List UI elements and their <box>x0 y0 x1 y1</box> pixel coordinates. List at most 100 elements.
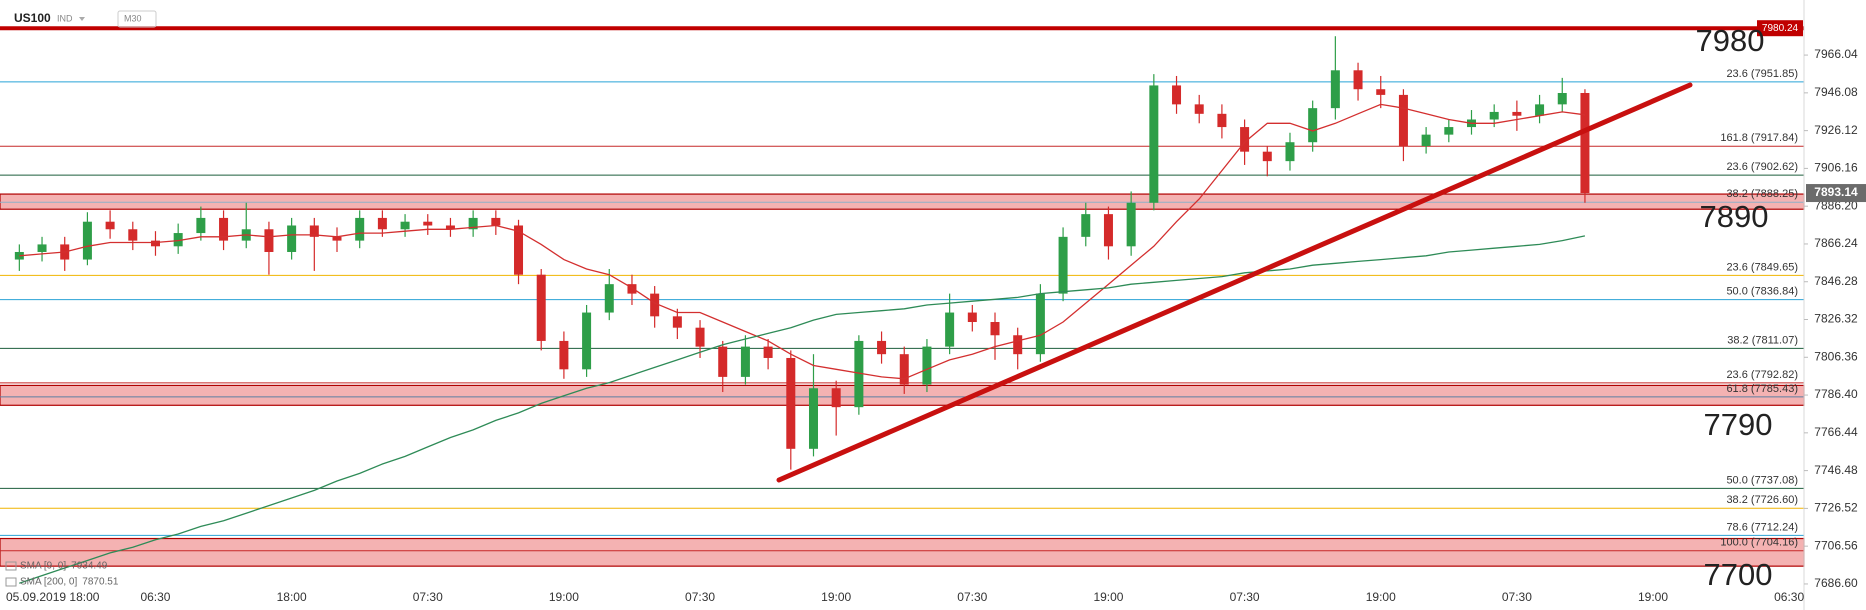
candle-body <box>1217 113 1227 128</box>
fib-label: 23.6 (7902.62) <box>1726 161 1798 173</box>
candle-body <box>1557 93 1567 105</box>
level-layer: 23.6 (7951.85) 161.8 (7917.84) 23.6 (7902.… <box>0 26 1804 552</box>
candle-body <box>1172 85 1182 105</box>
x-tick-label: 05.09.2019 18:00 <box>6 590 100 604</box>
candle-body <box>1580 93 1590 194</box>
fib-label: 50.0 (7836.84) <box>1726 286 1798 298</box>
legend-icon <box>5 561 17 571</box>
candle-body <box>1081 214 1091 237</box>
candle-body <box>468 217 478 230</box>
x-tick-label: 07:30 <box>685 590 715 604</box>
y-tick-label: 7726.52 <box>1814 501 1858 515</box>
legend-name: SMA [9, 0] <box>20 561 66 572</box>
candle-body <box>1194 104 1204 114</box>
legend-value: 7870.51 <box>82 577 119 588</box>
candle-body <box>967 312 977 323</box>
candle-layer <box>14 36 1590 584</box>
header: US100 IND M30 <box>14 10 157 28</box>
x-tick-label: 19:00 <box>549 590 579 604</box>
y-tick-label: 7946.08 <box>1814 85 1858 99</box>
x-tick-label: 07:30 <box>957 590 987 604</box>
x-tick-label: 19:00 <box>1366 590 1396 604</box>
timeframe-box[interactable] <box>117 10 157 28</box>
overlay-layer: 7980.24 SMA [9, 0] 7934.49 SMA [200, 0] 7870… <box>5 20 1803 592</box>
candle-body <box>718 346 728 377</box>
candle-body <box>1013 335 1023 355</box>
x-tick-label: 18:00 <box>277 590 307 604</box>
level-annotation: 7980 <box>1696 23 1765 58</box>
candle-body <box>1308 108 1318 143</box>
candle-body <box>582 312 592 370</box>
candle-body <box>627 284 637 294</box>
legend-value: 7934.49 <box>71 561 108 572</box>
candle-body <box>877 340 887 355</box>
candle-body <box>37 244 47 252</box>
candle-body <box>287 225 297 252</box>
support-zone <box>0 537 1805 567</box>
candle-body <box>899 354 909 385</box>
candle-body <box>1376 89 1386 95</box>
y-tick-label: 7706.56 <box>1814 538 1858 552</box>
fib-label: 161.8 (7917.84) <box>1720 132 1798 144</box>
last-price-box <box>1806 184 1866 203</box>
fib-label: 100.0 (7704.16) <box>1720 537 1798 549</box>
fib-label: 23.6 (7849.65) <box>1726 261 1798 273</box>
candle-body <box>491 217 501 226</box>
candle-body <box>1126 202 1136 247</box>
candle-body <box>1421 134 1431 146</box>
y-tick-label: 7786.40 <box>1814 387 1858 401</box>
candle-body <box>1149 85 1159 203</box>
candle-body <box>309 225 319 237</box>
candle-body <box>854 340 864 408</box>
y-tick-label: 7686.60 <box>1814 576 1858 590</box>
candle-body <box>150 240 160 247</box>
candle-body <box>445 225 455 230</box>
candle-body <box>264 229 274 252</box>
level-annotation: 7700 <box>1704 557 1773 592</box>
dropdown-icon[interactable] <box>79 17 85 21</box>
candle-body <box>831 388 841 408</box>
x-tick-label: 07:30 <box>1230 590 1260 604</box>
y-tick-label: 7766.44 <box>1814 425 1858 439</box>
x-tick-label: 19:00 <box>1638 590 1668 604</box>
candle-body <box>332 236 342 241</box>
y-tick-label: 7846.28 <box>1814 274 1858 288</box>
candle-body <box>786 357 796 449</box>
y-tick-label: 7746.48 <box>1814 463 1858 477</box>
candle-body <box>740 346 750 377</box>
candle-body <box>1103 214 1113 247</box>
market[interactable]: IND <box>57 13 73 23</box>
candle-body <box>695 327 705 347</box>
fib-label: 78.6 (7712.24) <box>1726 521 1798 533</box>
candle-body <box>219 217 229 241</box>
candle-body <box>1058 236 1068 294</box>
candle-body <box>763 346 773 358</box>
candle-body <box>1353 70 1363 90</box>
candle-body <box>650 293 660 317</box>
fib-label: 38.2 (7888.25) <box>1726 188 1798 200</box>
candle-body <box>400 221 410 230</box>
candle-body <box>922 346 932 385</box>
candle-body <box>196 217 206 234</box>
background-layer <box>0 193 1805 567</box>
candle-body <box>105 221 115 230</box>
x-tick-label: 07:30 <box>1502 590 1532 604</box>
support-zone <box>0 384 1805 406</box>
candle-body <box>536 274 546 341</box>
candle-body <box>1240 127 1250 152</box>
candle-body <box>1330 70 1340 109</box>
fib-label: 61.8 (7785.43) <box>1726 383 1798 395</box>
y-tick-label: 7866.24 <box>1814 236 1858 250</box>
candle-body <box>672 316 682 328</box>
candle-body <box>559 340 569 370</box>
candle-body <box>1035 293 1045 355</box>
symbol: US100 <box>14 11 51 25</box>
resistance-box <box>1757 20 1803 37</box>
candle-body <box>1262 151 1272 162</box>
candle-body <box>355 217 365 241</box>
resistance-label: 7980.24 <box>1762 23 1799 34</box>
x-tick-label: 06:30 <box>1774 590 1804 604</box>
timeframe[interactable]: M30 <box>124 13 142 23</box>
x-tick-label: 19:00 <box>821 590 851 604</box>
